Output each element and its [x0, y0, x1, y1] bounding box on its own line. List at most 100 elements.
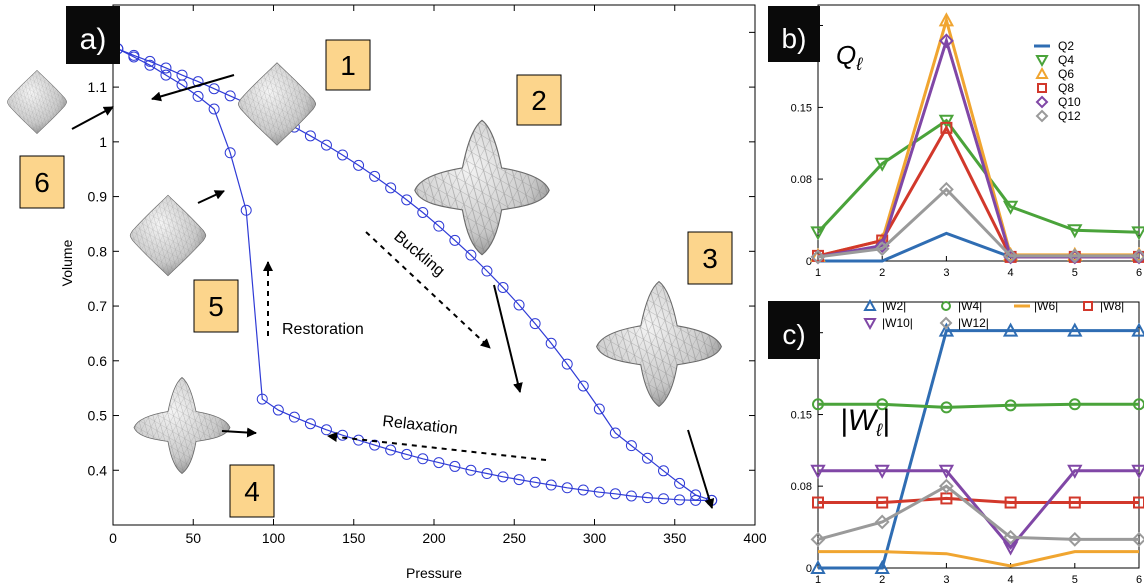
x-tick-label-b: 4: [1008, 267, 1014, 279]
shape-6-image: [6, 69, 68, 135]
data-point: [433, 220, 445, 232]
panel-label-a-bg: [66, 6, 120, 64]
data-point: [690, 494, 702, 506]
data-point: [192, 76, 204, 88]
data-point-w2: [938, 322, 955, 337]
y-tick-label-a: 0.4: [88, 462, 108, 478]
data-point: [609, 488, 621, 500]
data-point-w12: [1003, 529, 1019, 545]
legend-swatch-q4: [1035, 55, 1049, 68]
data-point-w8: [1068, 496, 1081, 509]
data-point: [224, 90, 236, 102]
x-tick-label-a: 400: [743, 530, 767, 546]
y-tick-label-c: 0.15: [791, 410, 812, 422]
x-tick-label-a: 350: [663, 530, 687, 546]
legend-c: |W2| |W4| |W6| |W8| |W10| |W12|: [863, 298, 1124, 331]
legend-label-q12: Q12: [1058, 109, 1081, 123]
data-point-w4: [940, 401, 953, 414]
chart-title-c: |Wℓ|: [840, 404, 890, 440]
data-point: [577, 380, 589, 392]
x-tick-label-c: 6: [1136, 574, 1142, 585]
data-point-q8: [940, 121, 953, 134]
y-tick-label-b: 0: [806, 256, 812, 268]
data-point: [465, 249, 477, 261]
legend-label-w10: |W10|: [882, 316, 913, 330]
legend-label-w2: |W2|: [882, 299, 906, 313]
legend-swatch-w12: [939, 316, 953, 330]
arrow-1-to-curve: [151, 74, 235, 102]
legend-swatch-w2: [863, 298, 877, 311]
x-tick-label-c: 1: [815, 574, 821, 585]
data-point: [144, 59, 156, 71]
data-point: [593, 486, 605, 498]
legend-swatch-q8: [1037, 83, 1047, 93]
legend-label-w6: |W6|: [1034, 299, 1058, 313]
data-point: [385, 182, 397, 194]
data-point: [256, 393, 268, 405]
shape-label-6: 6: [34, 167, 50, 198]
arrow-6-to-curve: [71, 106, 114, 130]
data-point-w8: [1004, 496, 1017, 509]
data-point: [593, 403, 605, 415]
x-tick-label-a: 300: [583, 530, 607, 546]
data-point: [337, 429, 349, 441]
shape-label-3-box: [687, 231, 733, 285]
data-point: [481, 468, 493, 480]
legend-label-w12: |W12|: [958, 316, 989, 330]
x-tick-label-b: 3: [943, 267, 949, 279]
data-point-w10: [1131, 464, 1144, 479]
data-point: [497, 281, 509, 293]
x-tick-label-c: 5: [1072, 574, 1078, 585]
arrow-4-to-curve: [221, 427, 257, 438]
data-point: [449, 234, 461, 246]
shape-label-3: 3: [702, 243, 718, 274]
x-tick-label-b: 1: [815, 267, 821, 279]
data-point-w4: [812, 398, 824, 411]
panel-label-a: a): [80, 23, 107, 56]
data-point: [481, 265, 493, 277]
data-point-w10: [938, 464, 955, 479]
data-point: [337, 149, 349, 161]
data-point: [561, 358, 573, 370]
legend-label-w8: |W8|: [1100, 299, 1124, 313]
data-point-w10: [874, 464, 890, 479]
data-point-q4: [874, 157, 890, 172]
data-point: [320, 424, 332, 436]
restoration-label: Restoration: [282, 321, 364, 338]
data-point-w2: [1002, 322, 1019, 337]
y-tick-label-c: 0: [806, 563, 812, 575]
data-point: [288, 411, 300, 423]
data-point: [545, 479, 557, 491]
data-point: [272, 404, 284, 416]
data-point: [385, 444, 397, 456]
data-point: [513, 474, 525, 486]
data-point: [320, 139, 332, 151]
data-point-w4: [876, 398, 889, 411]
data-point: [224, 147, 236, 159]
x-tick-label-c: 3: [943, 574, 949, 585]
y-tick-label-a: 0.6: [88, 353, 108, 369]
y-tick-label-b: 0.15: [791, 102, 812, 114]
data-point: [304, 130, 316, 142]
x-tick-label-a: 0: [109, 530, 117, 546]
data-point-q4: [1131, 226, 1144, 241]
data-point-w2: [1067, 322, 1083, 337]
series-line-w2: [818, 329, 1139, 570]
x-tick-label-b: 5: [1072, 267, 1078, 279]
data-point: [465, 464, 477, 476]
legend-label-q6: Q6: [1058, 67, 1074, 81]
buckling-arrow: [365, 231, 491, 349]
shape-label-5: 5: [208, 291, 224, 322]
data-point-w12: [938, 478, 954, 494]
panel-a: 0 50 100 150 200 250 300 350 400 0.4 0.5 0.6 0.7 0.8 0…: [6, 4, 767, 581]
axis-ticks-a: 0 50 100 150 200 250 300 350 400 0.4 0.5 0.6 0.7 0.8 0…: [88, 5, 767, 546]
x-tick-label-a: 250: [503, 530, 527, 546]
data-point: [353, 159, 365, 171]
y-tick-label-c: 0.08: [791, 481, 812, 493]
data-point: [128, 51, 140, 63]
data-point: [545, 337, 557, 349]
